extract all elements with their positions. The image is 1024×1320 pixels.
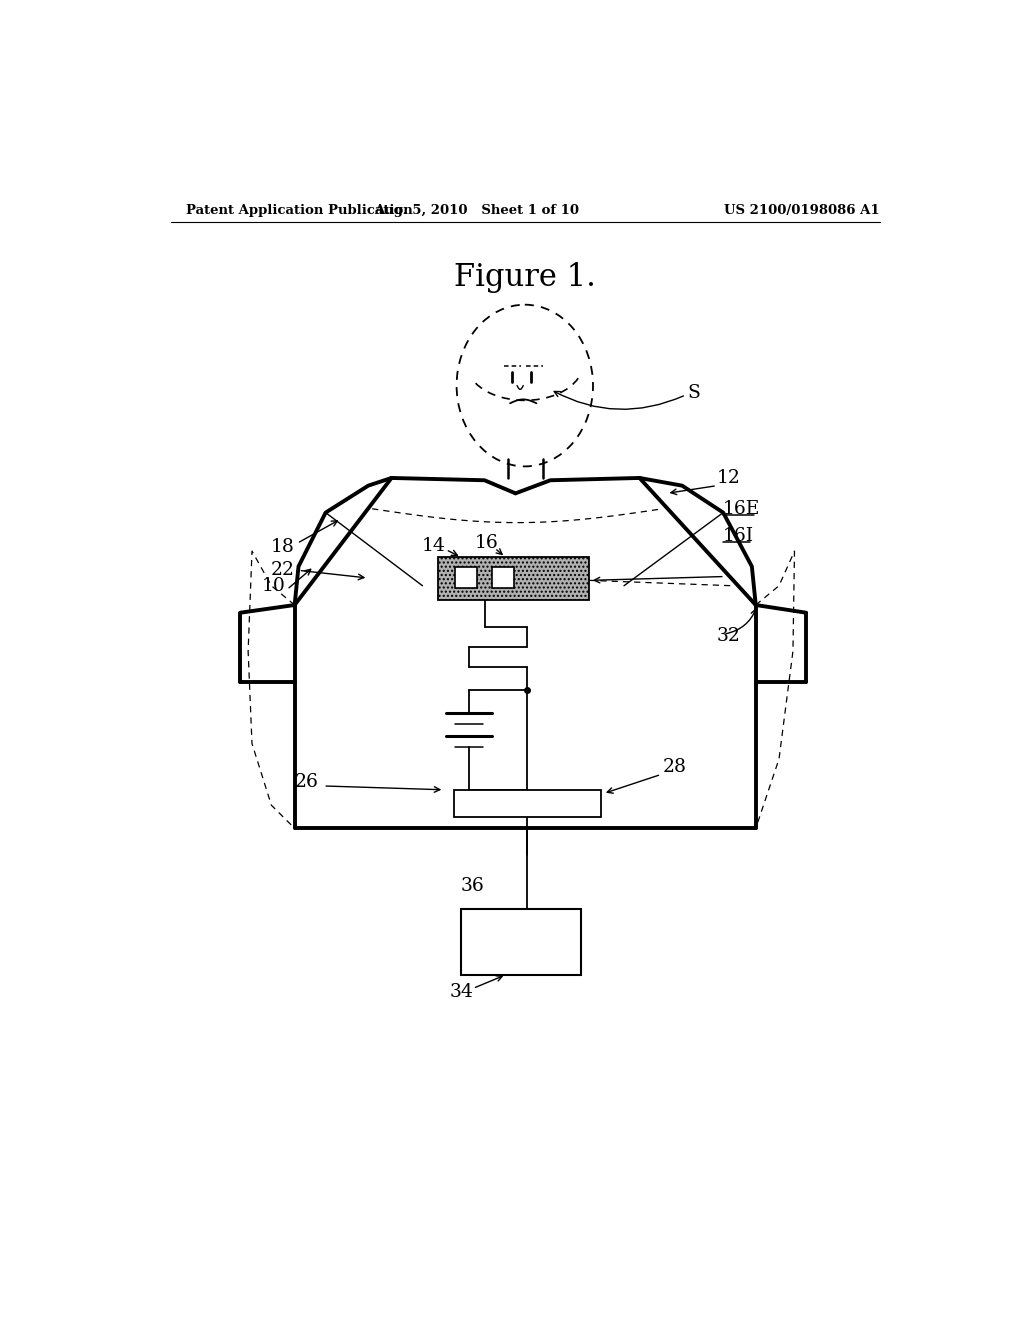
Bar [461,909,582,974]
Text: 34: 34 [450,982,473,1001]
Text: 16E: 16E [723,500,761,517]
Bar [438,557,589,599]
Text: S: S [687,384,700,403]
Text: 12: 12 [717,469,741,487]
Text: 18: 18 [271,539,295,556]
Bar [438,557,589,599]
Text: 22: 22 [271,561,295,579]
Text: US 2100/0198086 A1: US 2100/0198086 A1 [724,205,880,218]
Text: 32: 32 [717,627,741,644]
Text: Figure 1.: Figure 1. [454,263,596,293]
Text: 28: 28 [663,758,687,776]
Text: Aug. 5, 2010   Sheet 1 of 10: Aug. 5, 2010 Sheet 1 of 10 [374,205,580,218]
Text: 10: 10 [262,577,286,595]
Text: 14: 14 [422,537,446,554]
Text: 26: 26 [294,774,318,791]
Text: 36: 36 [461,876,484,895]
Bar [455,566,477,589]
Text: 16I: 16I [723,527,755,545]
Bar [493,566,514,589]
Text: Patent Application Publication: Patent Application Publication [186,205,413,218]
Bar [454,789,601,817]
Text: 16: 16 [475,535,499,552]
